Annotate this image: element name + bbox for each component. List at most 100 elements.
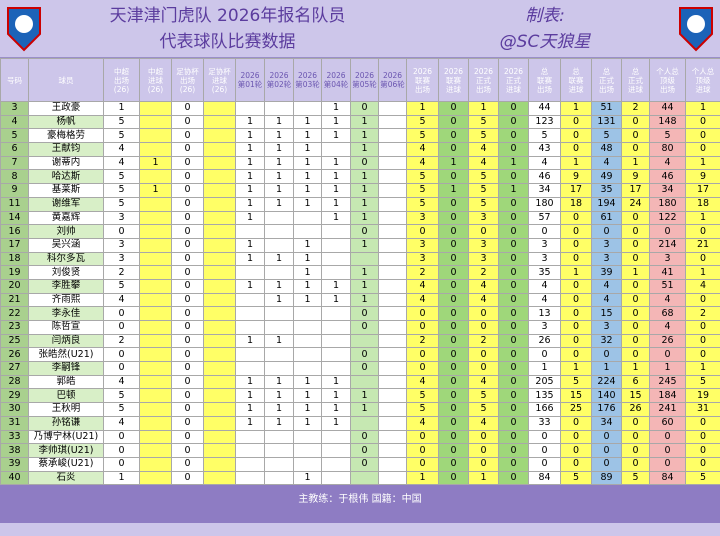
cell [264, 237, 294, 253]
cell: 0 [685, 347, 720, 363]
cell [378, 169, 407, 185]
cell: 4 [103, 142, 140, 157]
cell [203, 210, 236, 226]
cell: 0 [498, 347, 529, 363]
cell: 1 [350, 210, 379, 226]
cell: 李帅琪(U21) [28, 443, 104, 458]
cell: 0 [171, 388, 204, 404]
cell: 0 [350, 361, 379, 376]
cell: 3 [406, 251, 439, 267]
cell: 0 [350, 320, 379, 335]
cell: 1 [560, 265, 592, 280]
cell: 4 [468, 374, 499, 390]
cell: 0 [528, 456, 561, 472]
cell: 1 [321, 402, 351, 417]
cell: 1 [293, 155, 322, 171]
cell: 0 [591, 456, 622, 472]
cell: 1 [321, 374, 351, 390]
cell: 0 [560, 237, 592, 253]
cell: 哈达斯 [28, 169, 104, 185]
cell [378, 251, 407, 267]
cell: 0 [685, 114, 720, 130]
cell: 0 [685, 415, 720, 431]
cell: 1 [264, 196, 294, 212]
cell [235, 456, 265, 472]
cell: 5 [0, 128, 29, 144]
cell: 石炎 [28, 470, 104, 486]
cell: 1 [321, 196, 351, 212]
cell: 4 [406, 374, 439, 390]
table-row: 11 谢维军 5 0 1 1 1 1 1 5 0 5 0 180 18 194 24 180 18 [0, 196, 720, 212]
cell: 5 [103, 278, 140, 294]
cell: 0 [406, 320, 439, 335]
cell: 1 [293, 374, 322, 390]
cell: 84 [649, 470, 686, 486]
cell: 8 [0, 169, 29, 185]
column-header: 足协杯 出场 (26) [171, 58, 204, 102]
cell [293, 429, 322, 445]
cell: 27 [0, 361, 29, 376]
cell: 34 [649, 183, 686, 198]
cell: 3 [528, 251, 561, 267]
table-row: 39 蔡承峻(U21) 0 0 0 0 0 0 0 0 0 0 0 0 0 [0, 456, 720, 472]
cell: 2 [103, 265, 140, 280]
cell: 31 [0, 415, 29, 431]
cell: 4 [468, 142, 499, 157]
cell: 1 [235, 251, 265, 267]
cell: 0 [621, 292, 650, 308]
cell [139, 114, 172, 130]
cell: 0 [438, 265, 469, 280]
cell [321, 306, 351, 321]
cell [139, 443, 172, 458]
cell [203, 415, 236, 431]
cell: 5 [468, 196, 499, 212]
cell: 5 [406, 128, 439, 144]
cell [139, 402, 172, 417]
cell [139, 374, 172, 390]
cell: 1 [350, 388, 379, 404]
cell: 0 [621, 320, 650, 335]
cell: 0 [560, 320, 592, 335]
cell: 1 [350, 169, 379, 185]
cell [321, 470, 351, 486]
cell [203, 278, 236, 294]
table-row: 26 张皓然(U21) 0 0 0 0 0 0 0 0 0 0 0 0 0 [0, 347, 720, 363]
cell [378, 402, 407, 417]
cell [139, 278, 172, 294]
cell: 0 [438, 374, 469, 390]
credit: 制表: @SC天狼星 [420, 3, 670, 55]
cell [139, 265, 172, 280]
cell: 5 [406, 183, 439, 198]
cell: 郭皓 [28, 374, 104, 390]
cell: 0 [350, 456, 379, 472]
cell: 4 [528, 155, 561, 171]
cell: 0 [171, 347, 204, 363]
cell: 39 [591, 265, 622, 280]
cell: 1 [235, 388, 265, 404]
cell: 3 [591, 237, 622, 253]
cell: 28 [0, 374, 29, 390]
cell: 1 [350, 265, 379, 280]
cell [264, 347, 294, 363]
cell: 1 [321, 101, 351, 116]
cell: 1 [235, 402, 265, 417]
cell: 0 [438, 210, 469, 226]
cell: 0 [591, 429, 622, 445]
cell: 0 [498, 142, 529, 157]
cell [203, 361, 236, 376]
cell: 61 [591, 210, 622, 226]
cell: 18 [0, 251, 29, 267]
cell: 5 [103, 128, 140, 144]
cell: 1 [235, 183, 265, 198]
cell: 0 [528, 443, 561, 458]
cell: 0 [468, 347, 499, 363]
cell: 9 [621, 169, 650, 185]
column-header: 2026 正式 出场 [468, 58, 499, 102]
cell: 1 [293, 251, 322, 267]
cell [235, 101, 265, 116]
cell: 180 [528, 196, 561, 212]
cell: 杨帆 [28, 114, 104, 130]
column-header: 中超 出场 (26) [103, 58, 140, 102]
cell: 1 [293, 470, 322, 486]
cell: 0 [350, 101, 379, 116]
